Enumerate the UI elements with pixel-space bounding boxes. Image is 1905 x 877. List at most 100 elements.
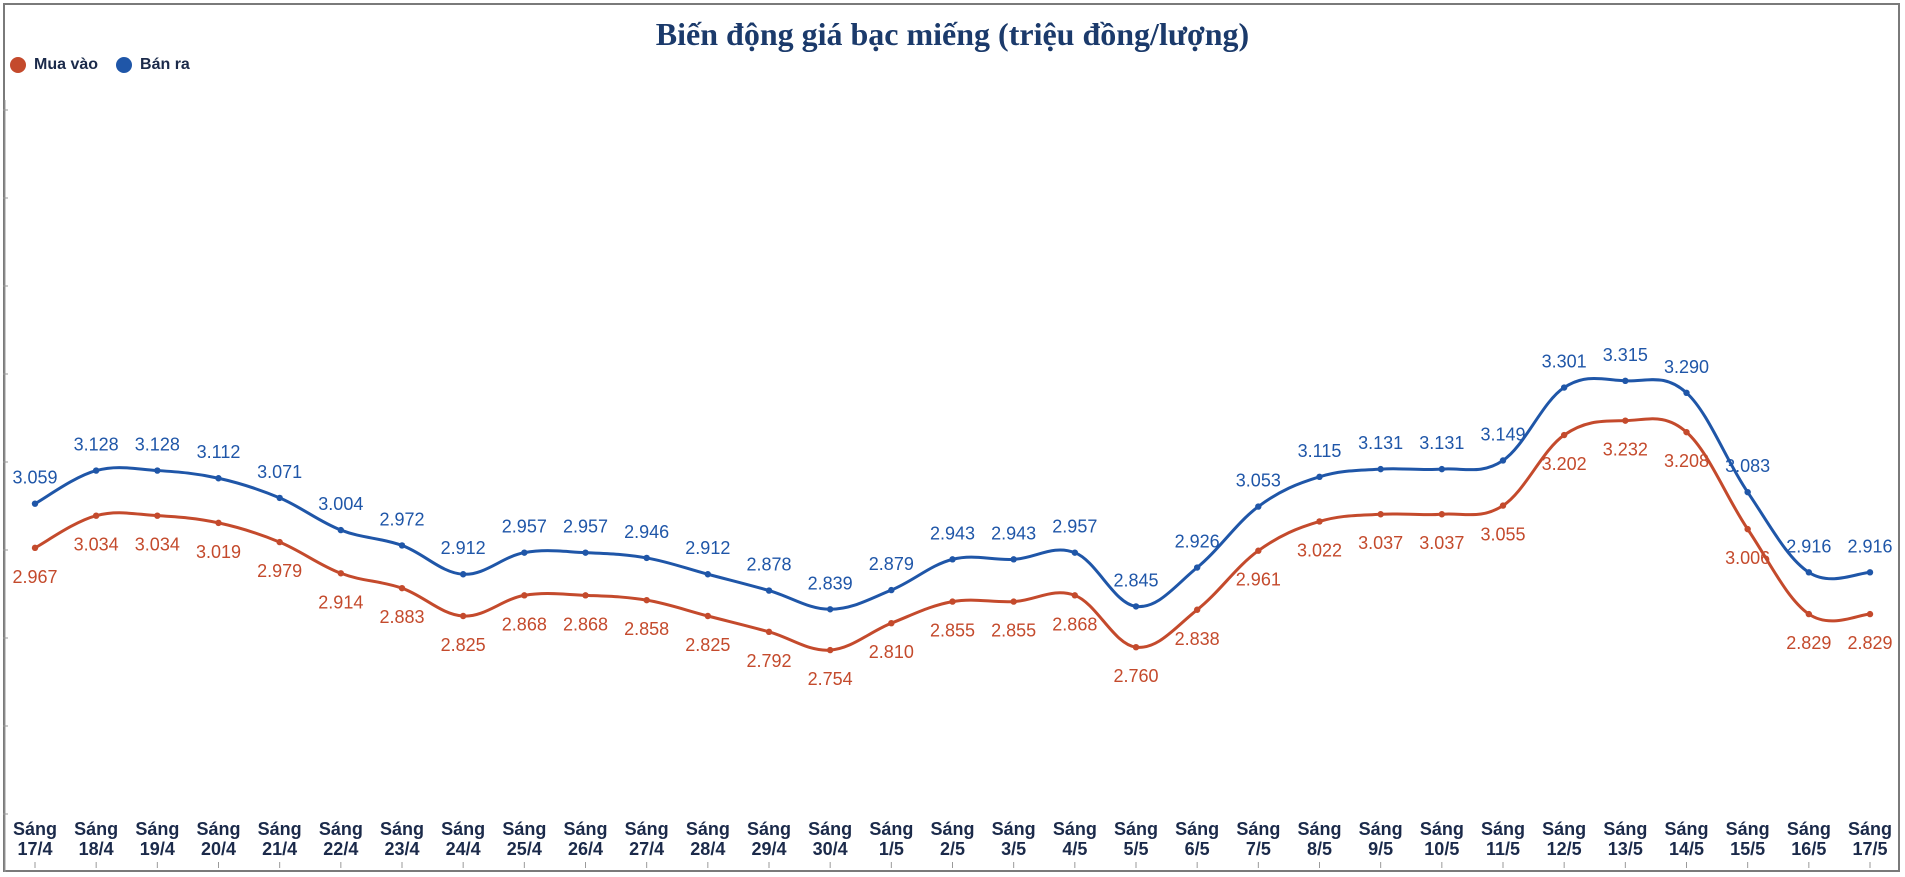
data-point-buy	[1499, 502, 1507, 509]
x-tick-label: Sáng 23/4	[380, 819, 424, 859]
data-point-buy	[1010, 598, 1017, 605]
data-label-buy: 2.979	[257, 561, 302, 581]
data-point-sell	[1805, 569, 1813, 576]
data-point-buy	[276, 538, 283, 546]
data-point-sell	[276, 494, 283, 502]
data-point-buy	[888, 620, 895, 627]
x-tick-label: Sáng 5/5	[1114, 819, 1158, 859]
data-point-sell	[1622, 377, 1629, 384]
data-point-buy	[1683, 428, 1690, 436]
data-point-sell	[154, 467, 161, 474]
data-label-buy: 2.810	[869, 642, 914, 662]
data-point-sell	[1499, 457, 1507, 464]
x-tick-label: Sáng 25/4	[502, 819, 546, 859]
data-point-buy	[1071, 592, 1079, 599]
data-label-buy: 2.961	[1236, 570, 1281, 590]
data-label-sell: 2.957	[563, 517, 608, 537]
data-point-buy	[154, 512, 161, 519]
data-label-sell: 3.083	[1725, 456, 1770, 476]
data-point-sell	[92, 467, 100, 474]
x-tick-label: Sáng 22/4	[319, 819, 363, 859]
data-point-sell	[1132, 603, 1140, 610]
data-point-buy	[1193, 606, 1201, 613]
data-label-buy: 2.855	[930, 621, 975, 641]
data-point-sell	[1193, 564, 1201, 571]
data-label-buy: 2.838	[1175, 629, 1220, 649]
x-tick-label: Sáng 13/5	[1603, 819, 1647, 859]
data-label-sell: 2.912	[685, 538, 730, 558]
data-point-sell	[215, 475, 222, 482]
data-label-buy: 3.037	[1419, 533, 1464, 553]
data-point-sell	[1438, 465, 1446, 473]
data-point-sell	[888, 586, 895, 594]
data-point-sell	[1255, 503, 1262, 510]
data-point-buy	[582, 592, 589, 599]
legend-marker-sell	[116, 57, 133, 73]
data-point-sell	[704, 571, 712, 578]
data-label-buy: 2.754	[808, 669, 853, 689]
legend-marker-buy	[10, 57, 26, 73]
x-tick-label: Sáng 7/5	[1236, 819, 1280, 859]
data-point-buy	[92, 512, 100, 519]
legend-item-sell: Bán ra	[116, 56, 190, 74]
x-tick-label: Sáng 10/5	[1420, 819, 1464, 859]
data-label-buy: 2.825	[685, 635, 730, 655]
data-point-buy	[704, 612, 712, 620]
data-label-sell: 2.957	[1052, 517, 1097, 537]
data-point-sell	[1377, 465, 1384, 473]
data-point-buy	[949, 598, 956, 605]
data-label-buy: 2.825	[441, 635, 486, 655]
data-label-buy: 3.034	[135, 535, 180, 555]
data-label-buy: 2.760	[1113, 666, 1158, 686]
data-point-sell	[826, 606, 834, 613]
data-point-sell	[949, 556, 956, 563]
data-label-buy: 3.232	[1603, 440, 1648, 460]
data-label-buy: 2.868	[502, 614, 547, 634]
legend-label-buy: Mua vào	[34, 56, 99, 73]
data-label-buy: 3.022	[1297, 540, 1342, 560]
x-tick-label: Sáng 20/4	[196, 819, 240, 859]
data-label-buy: 3.006	[1725, 548, 1770, 568]
data-label-sell: 2.916	[1847, 536, 1892, 556]
series-line-buy	[34, 417, 1871, 652]
data-point-sell	[1866, 569, 1874, 576]
series-line-sell	[34, 376, 1871, 611]
data-label-sell: 3.053	[1236, 471, 1281, 491]
x-tick-label: Sáng 21/4	[258, 819, 302, 859]
data-point-sell	[1010, 556, 1017, 563]
x-tick-label: Sáng 24/4	[441, 819, 485, 859]
data-point-sell	[1744, 488, 1751, 496]
x-tick-label: Sáng 6/5	[1175, 819, 1219, 859]
data-point-buy	[337, 570, 345, 577]
data-label-buy: 2.967	[12, 567, 57, 587]
x-tick-label: Sáng 4/5	[1053, 819, 1097, 859]
data-point-buy	[1132, 644, 1140, 651]
data-label-sell: 2.943	[991, 523, 1036, 543]
data-point-sell	[31, 500, 39, 507]
data-point-sell	[521, 549, 528, 556]
x-tick-label: Sáng 2/5	[930, 819, 974, 859]
data-point-buy	[1316, 518, 1323, 525]
data-point-buy	[398, 584, 406, 592]
x-tick-label: Sáng 16/5	[1787, 819, 1831, 859]
data-point-sell	[582, 549, 589, 556]
data-label-sell: 3.128	[74, 435, 119, 455]
legend-label-sell: Bán ra	[140, 56, 190, 73]
data-point-buy	[765, 628, 773, 636]
x-tick-label: Sáng 9/5	[1359, 819, 1403, 859]
x-tick-label: Sáng 17/4	[13, 819, 57, 859]
x-tick-label: Sáng 26/4	[563, 819, 607, 859]
data-label-sell: 2.839	[808, 573, 853, 593]
data-point-buy	[1744, 525, 1751, 533]
x-tick-label: Sáng 1/5	[869, 819, 913, 859]
data-point-buy	[1438, 511, 1446, 518]
chart-title: Biến động giá bạc miếng (triệu đồng/lượn…	[655, 16, 1250, 52]
x-tick-label: Sáng 27/4	[625, 819, 669, 859]
data-label-sell: 3.059	[12, 468, 57, 488]
data-point-buy	[1255, 547, 1262, 554]
data-label-sell: 3.128	[135, 435, 180, 455]
data-point-buy	[31, 544, 39, 552]
data-point-buy	[459, 612, 467, 620]
data-label-sell: 2.912	[441, 538, 486, 558]
x-tick-label: Sáng 3/5	[992, 819, 1036, 859]
